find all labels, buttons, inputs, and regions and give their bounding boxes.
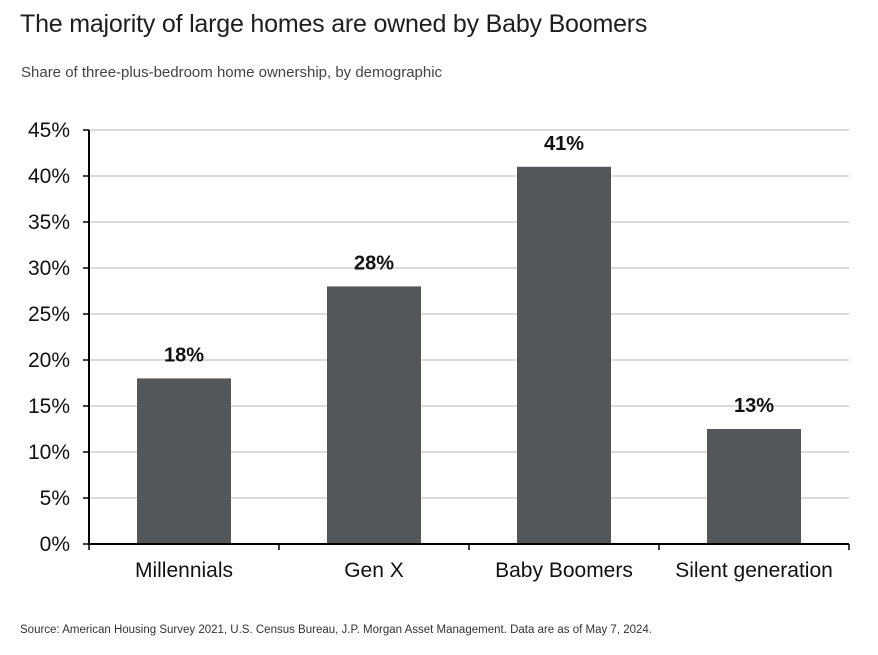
labels: 0% 5% 10% 15% 20% 25% 30% 35% 40% 45% 18% Millennia… bbox=[28, 119, 833, 582]
axes bbox=[83, 129, 850, 550]
data-label: 18% bbox=[164, 344, 204, 366]
chart-title: The majority of large homes are owned by… bbox=[20, 10, 648, 38]
bar bbox=[137, 378, 231, 544]
bar bbox=[517, 166, 611, 545]
y-tick-label: 25% bbox=[28, 303, 70, 326]
y-tick-label: 15% bbox=[28, 395, 70, 418]
chart-subtitle: Share of three-plus-bedroom home ownersh… bbox=[21, 64, 443, 81]
x-category-label: Millennials bbox=[135, 559, 233, 582]
bar bbox=[707, 429, 801, 544]
x-category-label: Baby Boomers bbox=[495, 559, 633, 582]
y-tick-label: 40% bbox=[28, 165, 70, 188]
y-tick-label: 10% bbox=[28, 441, 70, 464]
source-note: Source: American Housing Survey 2021, U.… bbox=[20, 624, 652, 636]
y-tick-label: 5% bbox=[40, 487, 70, 510]
data-label: 41% bbox=[544, 133, 584, 155]
x-category-label: Silent generation bbox=[675, 559, 833, 582]
y-tick-label: 0% bbox=[40, 533, 70, 556]
y-tick-label: 45% bbox=[28, 119, 70, 142]
bars bbox=[137, 166, 801, 545]
bar bbox=[327, 286, 421, 544]
data-label: 13% bbox=[734, 395, 774, 417]
bar-chart: 0% 5% 10% 15% 20% 25% 30% 35% 40% 45% 18% Millennia… bbox=[28, 119, 850, 582]
y-tick-label: 20% bbox=[28, 349, 70, 372]
y-tick-label: 30% bbox=[28, 257, 70, 280]
x-category-label: Gen X bbox=[344, 559, 404, 582]
data-label: 28% bbox=[354, 252, 394, 274]
y-tick-label: 35% bbox=[28, 211, 70, 234]
